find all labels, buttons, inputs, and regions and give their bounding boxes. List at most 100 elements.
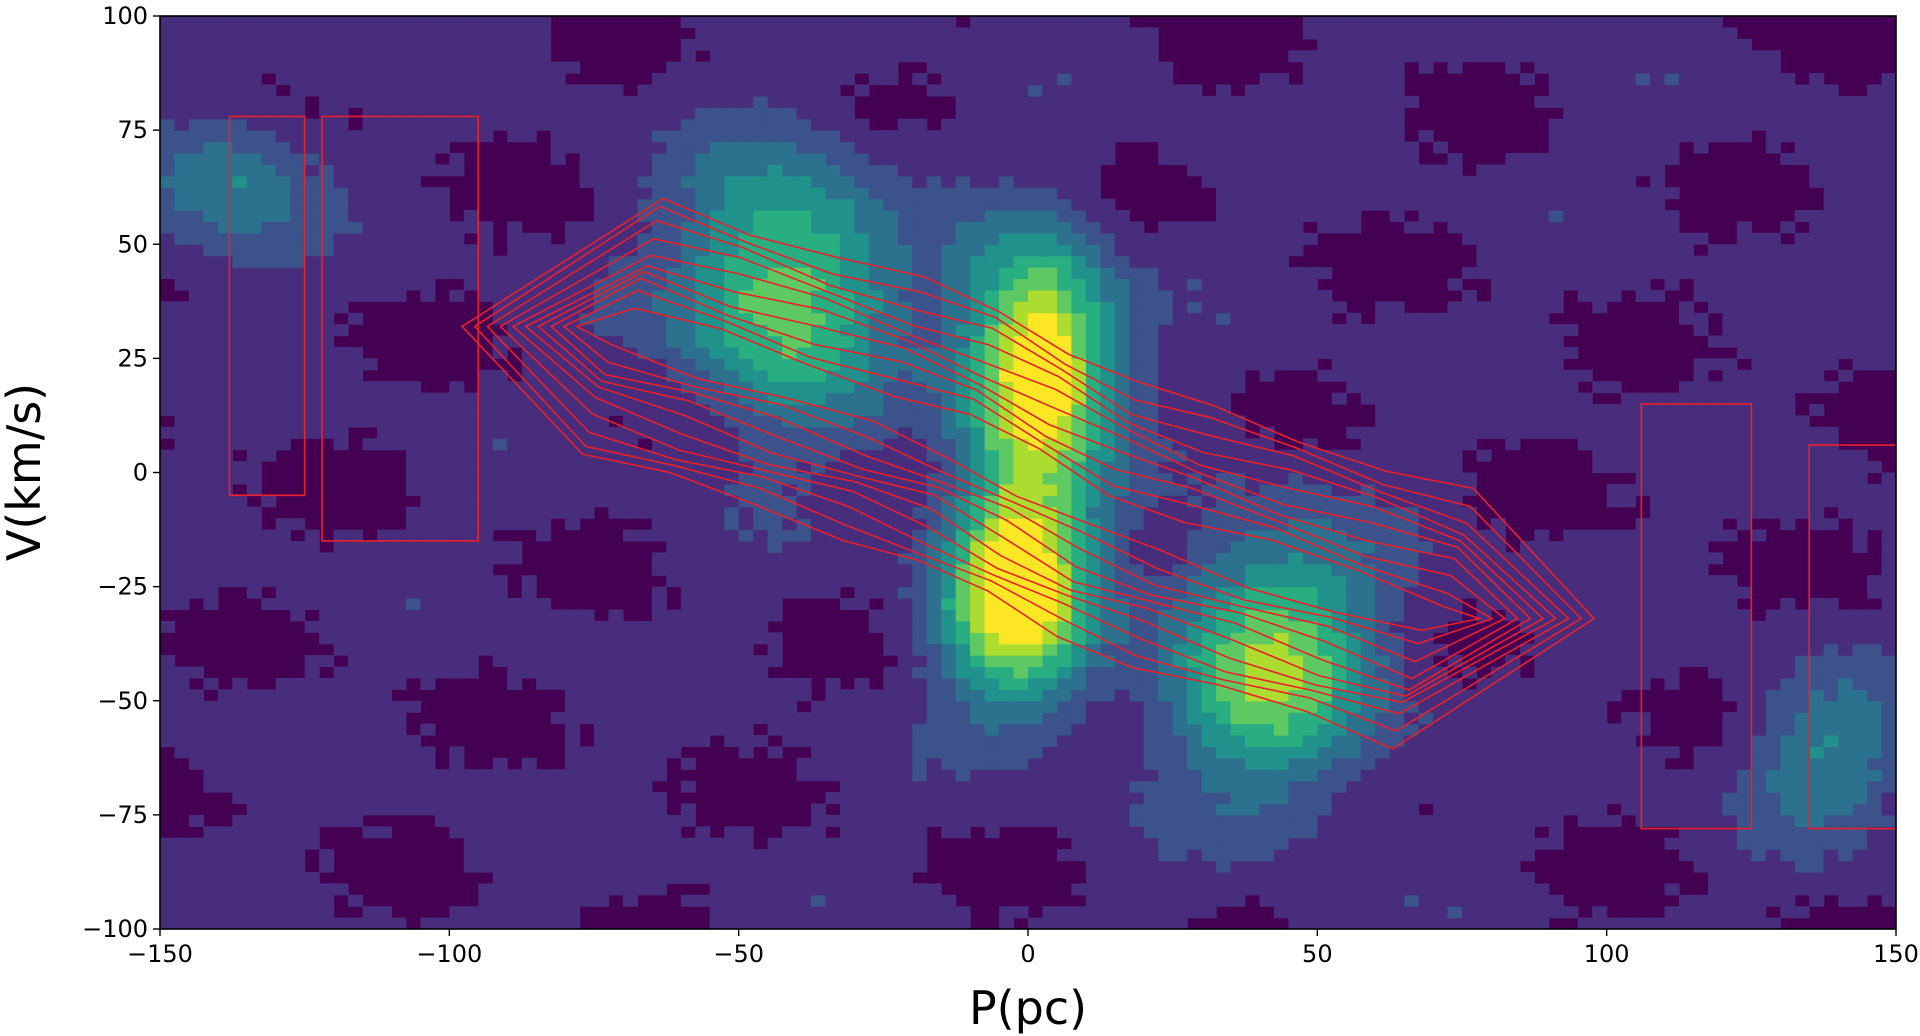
- heatmap-cell: [897, 563, 913, 576]
- heatmap-cell: [1056, 780, 1072, 793]
- heatmap-cell: [160, 95, 176, 108]
- heatmap-cell: [1114, 50, 1130, 63]
- heatmap-cell: [941, 61, 957, 74]
- heatmap-cell: [941, 792, 957, 805]
- heatmap-cell: [724, 643, 740, 656]
- heatmap-cell: [984, 38, 1000, 51]
- heatmap-cell: [912, 906, 928, 919]
- heatmap-cell: [811, 107, 827, 120]
- heatmap-cell: [536, 632, 552, 645]
- heatmap-cell: [753, 529, 769, 542]
- heatmap-cell: [839, 849, 855, 862]
- heatmap-cell: [319, 358, 335, 371]
- heatmap-cell: [1172, 792, 1188, 805]
- heatmap-cell: [1085, 849, 1101, 862]
- heatmap-cell: [738, 175, 754, 188]
- heatmap-cell: [767, 540, 783, 553]
- heatmap-cell: [594, 894, 610, 907]
- heatmap-cell: [1100, 506, 1116, 519]
- heatmap-cell: [782, 906, 798, 919]
- heatmap-cell: [304, 152, 320, 165]
- heatmap-cell: [160, 130, 176, 143]
- heatmap-cell: [463, 267, 479, 280]
- heatmap-cell: [203, 50, 219, 63]
- heatmap-cell: [753, 312, 769, 325]
- heatmap-cell: [666, 289, 682, 302]
- heatmap-cell: [362, 244, 378, 257]
- heatmap-cell: [420, 529, 436, 542]
- heatmap-cell: [1085, 632, 1101, 645]
- heatmap-cell: [434, 598, 450, 611]
- heatmap-cell: [1129, 95, 1145, 108]
- heatmap-cell: [1216, 689, 1232, 702]
- heatmap-cell: [160, 506, 176, 519]
- heatmap-cell: [1143, 84, 1159, 97]
- heatmap-cell: [941, 917, 957, 929]
- heatmap-cell: [825, 84, 841, 97]
- heatmap-cell: [666, 575, 682, 588]
- heatmap-cell: [738, 837, 754, 850]
- heatmap-cell: [362, 803, 378, 816]
- heatmap-cell: [883, 461, 899, 474]
- heatmap-cell: [1201, 540, 1217, 553]
- heatmap-cell: [391, 734, 407, 747]
- heatmap-cell: [246, 689, 262, 702]
- heatmap-cell: [839, 700, 855, 713]
- heatmap-cell: [550, 609, 566, 622]
- heatmap-cell: [420, 27, 436, 40]
- heatmap-cell: [1071, 472, 1087, 485]
- heatmap-cell: [507, 244, 523, 257]
- heatmap-cell: [782, 586, 798, 599]
- heatmap-cell: [319, 609, 335, 622]
- heatmap-cell: [319, 175, 335, 188]
- heatmap-cell: [348, 232, 364, 245]
- heatmap-cell: [507, 221, 523, 234]
- heatmap-cell: [709, 529, 725, 542]
- heatmap-cell: [275, 61, 291, 74]
- heatmap-cell: [319, 187, 335, 200]
- heatmap-cell: [695, 198, 711, 211]
- heatmap-cell: [695, 346, 711, 359]
- heatmap-cell: [232, 95, 248, 108]
- heatmap-cell: [1143, 289, 1159, 302]
- heatmap-cell: [521, 255, 537, 268]
- heatmap-cell: [970, 620, 986, 633]
- heatmap-cell: [348, 141, 364, 154]
- heatmap-cell: [1114, 803, 1130, 816]
- heatmap-cell: [434, 255, 450, 268]
- heatmap-cell: [565, 244, 581, 257]
- heatmap-cell: [709, 198, 725, 211]
- heatmap-cell: [926, 255, 942, 268]
- heatmap-cell: [391, 198, 407, 211]
- heatmap-cell: [536, 107, 552, 120]
- heatmap-cell: [1129, 734, 1145, 747]
- heatmap-cell: [970, 449, 986, 462]
- heatmap-cell: [1100, 723, 1116, 736]
- heatmap-cell: [203, 175, 219, 188]
- heatmap-cell: [897, 198, 913, 211]
- heatmap-cell: [608, 130, 624, 143]
- heatmap-cell: [188, 814, 204, 827]
- heatmap-cell: [1129, 814, 1145, 827]
- heatmap-cell: [782, 712, 798, 725]
- heatmap-cell: [579, 335, 595, 348]
- heatmap-cell: [174, 61, 190, 74]
- heatmap-cell: [622, 95, 638, 108]
- heatmap-cell: [637, 757, 653, 770]
- heatmap-cell: [507, 84, 523, 97]
- heatmap-cell: [680, 84, 696, 97]
- heatmap-cell: [174, 495, 190, 508]
- heatmap-cell: [1100, 449, 1116, 462]
- heatmap-cell: [738, 210, 754, 223]
- heatmap-cell: [796, 141, 812, 154]
- heatmap-cell: [724, 609, 740, 622]
- heatmap-cell: [753, 50, 769, 63]
- heatmap-cell: [680, 734, 696, 747]
- heatmap-cell: [188, 906, 204, 919]
- heatmap-cell: [955, 598, 971, 611]
- heatmap-cell: [203, 746, 219, 759]
- heatmap-cell: [275, 563, 291, 576]
- heatmap-cell: [738, 358, 754, 371]
- heatmap-cell: [695, 860, 711, 873]
- heatmap-cell: [319, 780, 335, 793]
